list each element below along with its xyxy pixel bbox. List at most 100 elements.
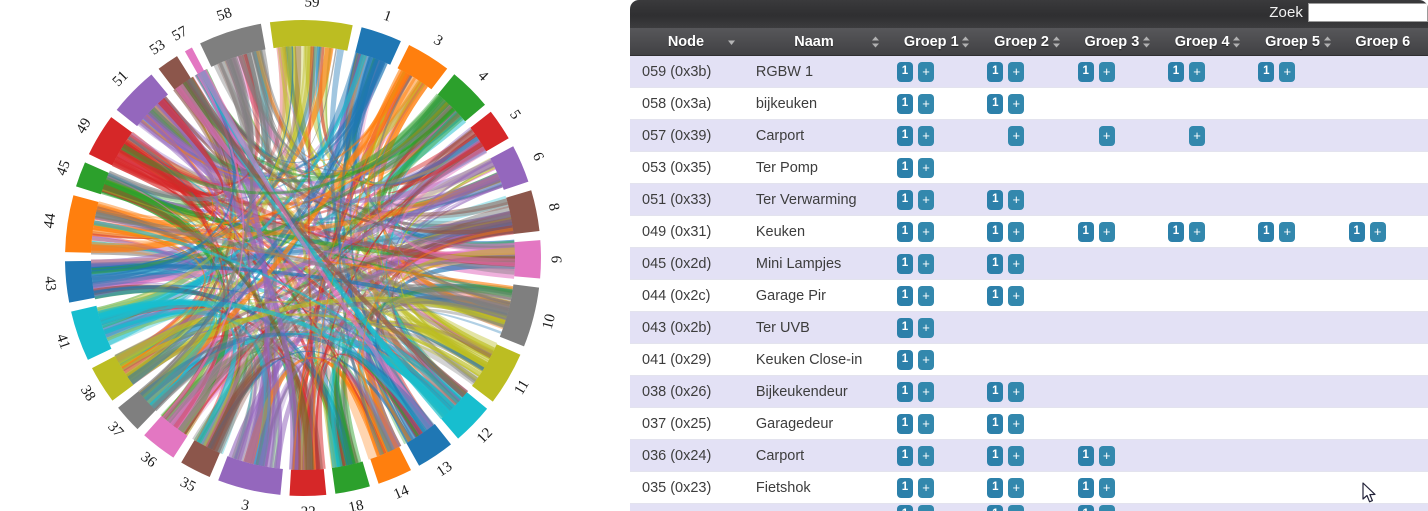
group-count-badge[interactable]: 1 [897,381,913,402]
group-count-badge[interactable]: 1 [897,349,913,370]
add-to-group-button[interactable]: + [918,157,934,178]
add-to-group-button[interactable]: + [918,413,934,434]
column-header-g3[interactable]: Groep 3 [1067,28,1157,55]
group-count-badge[interactable]: 1 [897,93,913,114]
column-header-g4[interactable]: Groep 4 [1157,28,1247,55]
add-to-group-button[interactable]: + [1369,221,1386,242]
group-count-badge[interactable]: 1 [1258,221,1275,242]
chord-arc-41[interactable] [71,305,112,360]
table-row[interactable]: 038 (0x26) Bijkeukendeur 1 +1 + [630,376,1428,408]
group-count-badge[interactable]: 1 [1077,445,1094,466]
chord-arc-44[interactable] [65,195,99,253]
group-count-badge[interactable]: 1 [1167,221,1184,242]
group-count-badge[interactable]: 1 [897,504,913,511]
add-to-group-button[interactable]: + [1098,504,1115,511]
add-to-group-button[interactable]: + [918,504,934,511]
group-count-badge[interactable]: 1 [897,221,913,242]
column-header-node[interactable]: Node [630,28,742,55]
add-to-group-button[interactable]: + [918,445,934,466]
add-to-group-button[interactable]: + [918,93,934,114]
add-to-group-button[interactable]: + [1098,221,1115,242]
group-count-badge[interactable]: 1 [897,445,913,466]
add-to-group-button[interactable]: + [1008,189,1025,210]
group-count-badge[interactable]: 1 [987,477,1004,498]
group-count-badge[interactable]: 1 [987,189,1004,210]
column-header-g6[interactable]: Groep 6 [1338,28,1428,55]
table-row[interactable]: 053 (0x35) Ter Pomp 1 + [630,152,1428,184]
add-to-group-button[interactable]: + [1008,221,1025,242]
chord-arc-38[interactable] [92,356,134,401]
chord-arc-22[interactable] [289,469,327,497]
chord-arc-53[interactable] [158,56,191,90]
column-header-g1[interactable]: Groep 1 [886,28,976,55]
group-count-badge[interactable]: 1 [897,157,913,178]
add-to-group-button[interactable]: + [918,61,934,82]
column-header-naam[interactable]: Naam [742,28,886,55]
add-to-group-button[interactable]: + [1008,253,1025,274]
group-count-badge[interactable]: 1 [987,93,1004,114]
group-count-badge[interactable]: 1 [987,221,1004,242]
add-to-group-button[interactable]: + [918,317,934,338]
table-row[interactable]: 041 (0x29) Keuken Close-in 1 + [630,344,1428,376]
group-count-badge[interactable]: 1 [897,477,913,498]
chord-arc-58[interactable] [200,23,266,67]
add-to-group-button[interactable]: + [1008,445,1025,466]
add-to-group-button[interactable]: + [1008,477,1025,498]
group-count-badge[interactable]: 1 [1258,61,1275,82]
add-to-group-button[interactable]: + [1008,285,1025,306]
add-to-group-button[interactable]: + [1008,504,1025,511]
chord-arc-5[interactable] [470,111,509,152]
add-to-group-button[interactable]: + [918,253,934,274]
table-row[interactable]: 037 (0x25) Garagedeur 1 +1 + [630,408,1428,440]
group-count-badge[interactable]: 1 [1077,61,1094,82]
group-count-badge[interactable]: 1 [1077,477,1094,498]
add-to-group-button[interactable]: + [1098,445,1115,466]
chord-arc-57[interactable] [184,47,204,75]
chord-arc-59[interactable] [269,19,353,51]
group-count-badge[interactable]: 1 [1077,221,1094,242]
chord-arc-13[interactable] [406,424,451,466]
group-count-badge[interactable]: 1 [897,253,913,274]
add-to-group-button[interactable]: + [1008,93,1025,114]
table-row[interactable]: 1+1+1+ [630,504,1428,511]
group-count-badge[interactable]: 1 [987,61,1004,82]
chord-arc-14[interactable] [370,446,411,484]
add-to-group-button[interactable]: + [1098,125,1115,146]
group-count-badge[interactable]: 1 [987,285,1004,306]
chord-arc-45[interactable] [76,162,109,195]
group-count-badge[interactable]: 1 [1167,61,1184,82]
add-to-group-button[interactable]: + [1008,413,1025,434]
group-count-badge[interactable]: 1 [897,317,913,338]
chord-arc-1[interactable] [355,27,401,65]
add-to-group-button[interactable]: + [1279,221,1296,242]
group-count-badge[interactable]: 1 [987,381,1004,402]
table-row[interactable]: 045 (0x2d) Mini Lampjes 1 +1 + [630,248,1428,280]
group-count-badge[interactable]: 1 [897,285,913,306]
table-row[interactable]: 051 (0x33) Ter Verwarming 1 +1 + [630,184,1428,216]
chord-arc-10[interactable] [499,284,540,347]
group-count-badge[interactable]: 1 [987,413,1004,434]
column-header-g2[interactable]: Groep 2 [976,28,1066,55]
group-count-badge[interactable]: 1 [987,445,1004,466]
group-count-badge[interactable]: 1 [897,61,913,82]
column-header-g5[interactable]: Groep 5 [1247,28,1337,55]
chord-arc-8[interactable] [506,190,540,234]
chord-arc-3[interactable] [397,45,448,90]
chord-arc-43[interactable] [65,260,95,303]
group-count-badge[interactable]: 1 [987,253,1004,274]
chord-arc-18[interactable] [331,461,370,494]
group-count-badge[interactable]: 1 [1077,504,1094,511]
table-row[interactable]: 049 (0x31) Keuken 1 +1 +1 +1 +1 +1 + [630,216,1428,248]
chord-arc-51[interactable] [116,74,168,127]
add-to-group-button[interactable]: + [918,477,934,498]
search-input[interactable] [1308,3,1428,22]
chord-arc-37[interactable] [118,391,156,430]
chord-arc-36[interactable] [144,415,188,458]
group-count-badge[interactable]: 1 [1348,221,1365,242]
table-row[interactable]: 059 (0x3b) RGBW 1 1 +1 +1 +1 +1 + [630,56,1428,88]
add-to-group-button[interactable]: + [918,125,934,146]
add-to-group-button[interactable]: + [1008,61,1025,82]
group-count-badge[interactable]: 1 [897,413,913,434]
group-count-badge[interactable]: 1 [897,189,913,210]
